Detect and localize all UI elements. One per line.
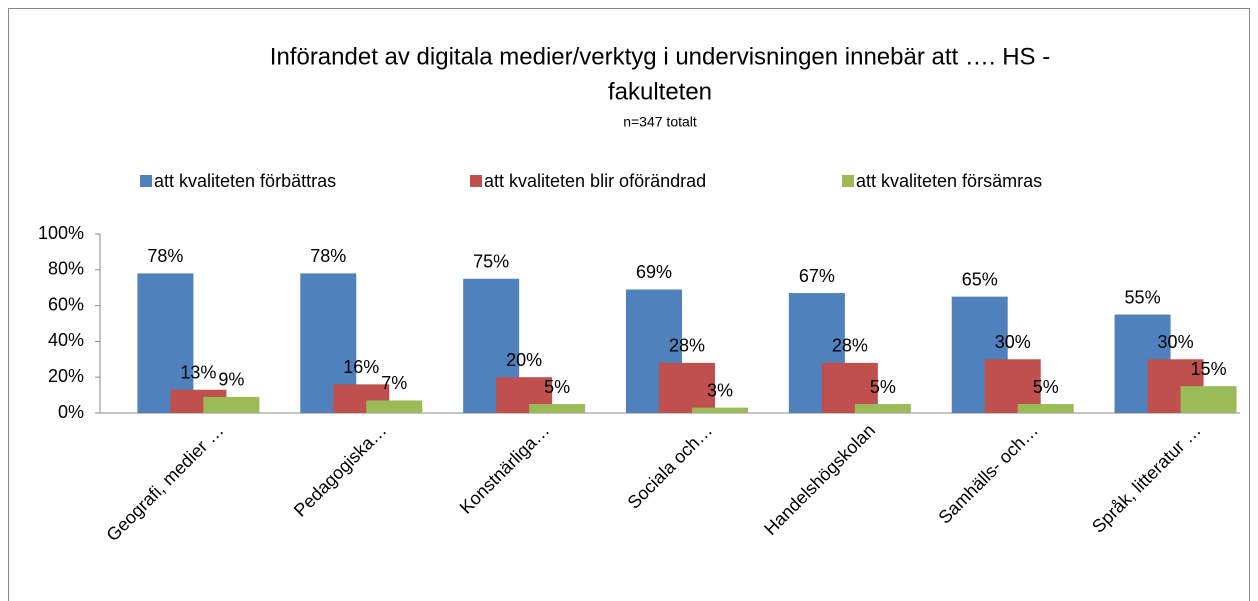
data-label: 69%	[636, 262, 672, 282]
data-label: 30%	[1158, 332, 1194, 352]
data-label: 5%	[1033, 377, 1059, 397]
data-label: 67%	[799, 266, 835, 286]
legend-label: att kvaliteten förbättras	[154, 171, 336, 191]
chart-title: Införandet av digitala medier/verktyg i …	[270, 43, 1050, 70]
y-tick-label: 0%	[58, 402, 84, 422]
legend-swatch	[842, 175, 854, 187]
data-label: 5%	[544, 377, 570, 397]
y-tick-label: 80%	[48, 259, 84, 279]
chart-title: fakulteten	[608, 78, 712, 105]
legend-label: att kvaliteten försämras	[856, 171, 1042, 191]
bar	[366, 400, 423, 413]
legend-label: att kvaliteten blir oförändrad	[484, 171, 706, 191]
y-tick-label: 60%	[48, 294, 84, 314]
y-tick-label: 100%	[38, 223, 84, 243]
data-label: 5%	[870, 377, 896, 397]
data-label: 15%	[1191, 359, 1227, 379]
bar	[1017, 404, 1074, 413]
data-label: 3%	[707, 380, 733, 400]
data-label: 55%	[1125, 287, 1161, 307]
data-label: 20%	[506, 350, 542, 370]
data-label: 30%	[995, 332, 1031, 352]
legend-swatch	[470, 175, 482, 187]
y-tick-label: 40%	[48, 330, 84, 350]
bar	[692, 407, 748, 413]
bar	[1180, 386, 1237, 413]
data-label: 16%	[343, 357, 379, 377]
chart-subtitle: n=347 totalt	[623, 114, 697, 130]
bar	[854, 404, 911, 413]
y-tick-label: 20%	[48, 366, 84, 386]
data-label: 9%	[218, 370, 244, 390]
data-label: 28%	[832, 336, 868, 356]
bar	[659, 362, 715, 413]
data-label: 28%	[669, 336, 705, 356]
data-label: 65%	[962, 269, 998, 289]
data-label: 78%	[147, 246, 183, 266]
data-label: 13%	[180, 362, 216, 382]
data-label: 7%	[381, 373, 407, 393]
data-label: 75%	[473, 252, 509, 272]
bar	[203, 396, 260, 413]
data-label: 78%	[310, 246, 346, 266]
bar	[529, 404, 586, 413]
legend-swatch	[140, 175, 152, 187]
